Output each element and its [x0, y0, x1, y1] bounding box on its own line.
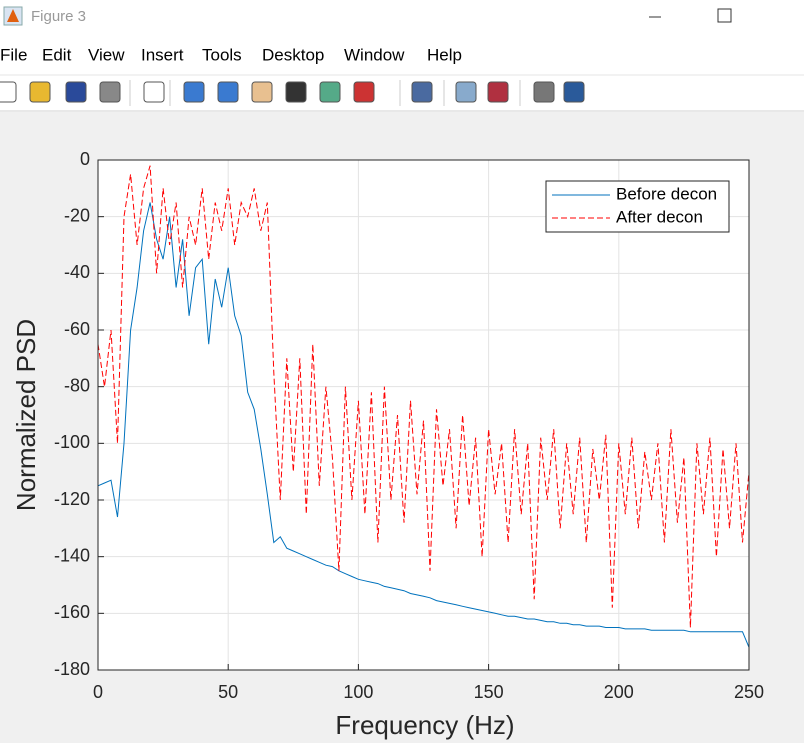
toolbar-button[interactable]: [455, 81, 477, 103]
x-tick-label: 200: [604, 682, 634, 702]
y-tick-label: -80: [64, 375, 90, 395]
axes-box: [97, 159, 750, 671]
toolbar-button[interactable]: [143, 81, 165, 103]
y-tick-label: -40: [64, 262, 90, 282]
toolbar-button[interactable]: [217, 81, 239, 103]
toolbar-button[interactable]: [99, 81, 121, 103]
legend: Before decon After decon: [545, 180, 730, 233]
x-tick-label: 250: [734, 682, 764, 702]
toolbar-button[interactable]: [251, 81, 273, 103]
menu-bar: File Edit View Insert Tools Desktop Window Help: [0, 45, 462, 64]
plot-area: [98, 160, 749, 670]
y-tick-label: -140: [54, 545, 90, 565]
toolbar-button[interactable]: [319, 81, 341, 103]
toolbar-button[interactable]: [533, 81, 555, 103]
y-tick-label: -120: [54, 489, 90, 509]
x-tick-label: 150: [474, 682, 504, 702]
data-line: [97, 202, 750, 648]
menu-item[interactable]: Tools: [202, 45, 242, 64]
legend-box: [545, 180, 730, 233]
toolbar-button[interactable]: [29, 81, 51, 103]
toolbar-button[interactable]: [563, 81, 585, 103]
toolbar: [0, 80, 585, 106]
maximize-button[interactable]: [717, 8, 732, 23]
data-line: [97, 165, 750, 628]
menu-item[interactable]: Edit: [42, 45, 72, 64]
y-tick-label: -180: [54, 659, 90, 679]
menu-item[interactable]: Window: [344, 45, 405, 64]
toolbar-button[interactable]: [183, 81, 205, 103]
x-axis-label: Frequency (Hz): [335, 710, 514, 740]
toolbar-button[interactable]: [353, 81, 375, 103]
y-tick-label: -100: [54, 432, 90, 452]
y-tick-label: -20: [64, 205, 90, 225]
toolbar-button[interactable]: [285, 81, 307, 103]
y-axis-label: Normalized PSD: [11, 319, 41, 511]
window-chrome: [0, 0, 804, 112]
legend-label: After decon: [616, 207, 703, 226]
y-tick-label: -60: [64, 319, 90, 339]
x-tick-label: 50: [218, 682, 238, 702]
x-tick-label: 0: [93, 682, 103, 702]
toolbar-button[interactable]: [411, 81, 433, 103]
y-tick-label: -160: [54, 602, 90, 622]
x-tick-label: 100: [343, 682, 373, 702]
menu-item[interactable]: Desktop: [262, 45, 324, 64]
y-tick-label: 0: [80, 149, 90, 169]
menu-item[interactable]: Help: [427, 45, 462, 64]
menu-item[interactable]: File: [0, 45, 27, 64]
toolbar-button[interactable]: [65, 81, 87, 103]
toolbar-button[interactable]: [487, 81, 509, 103]
axes: -180 -160 -140 -120 -100 -80 -60 -40 -20 0 0 50 100 1…: [54, 149, 764, 702]
toolbar-button[interactable]: [0, 81, 17, 103]
menu-item[interactable]: Insert: [141, 45, 184, 64]
legend-label: Before decon: [616, 184, 717, 203]
menu-item[interactable]: View: [88, 45, 125, 64]
app-icon-shape: [7, 9, 19, 22]
window-title: Figure 3: [31, 8, 86, 25]
